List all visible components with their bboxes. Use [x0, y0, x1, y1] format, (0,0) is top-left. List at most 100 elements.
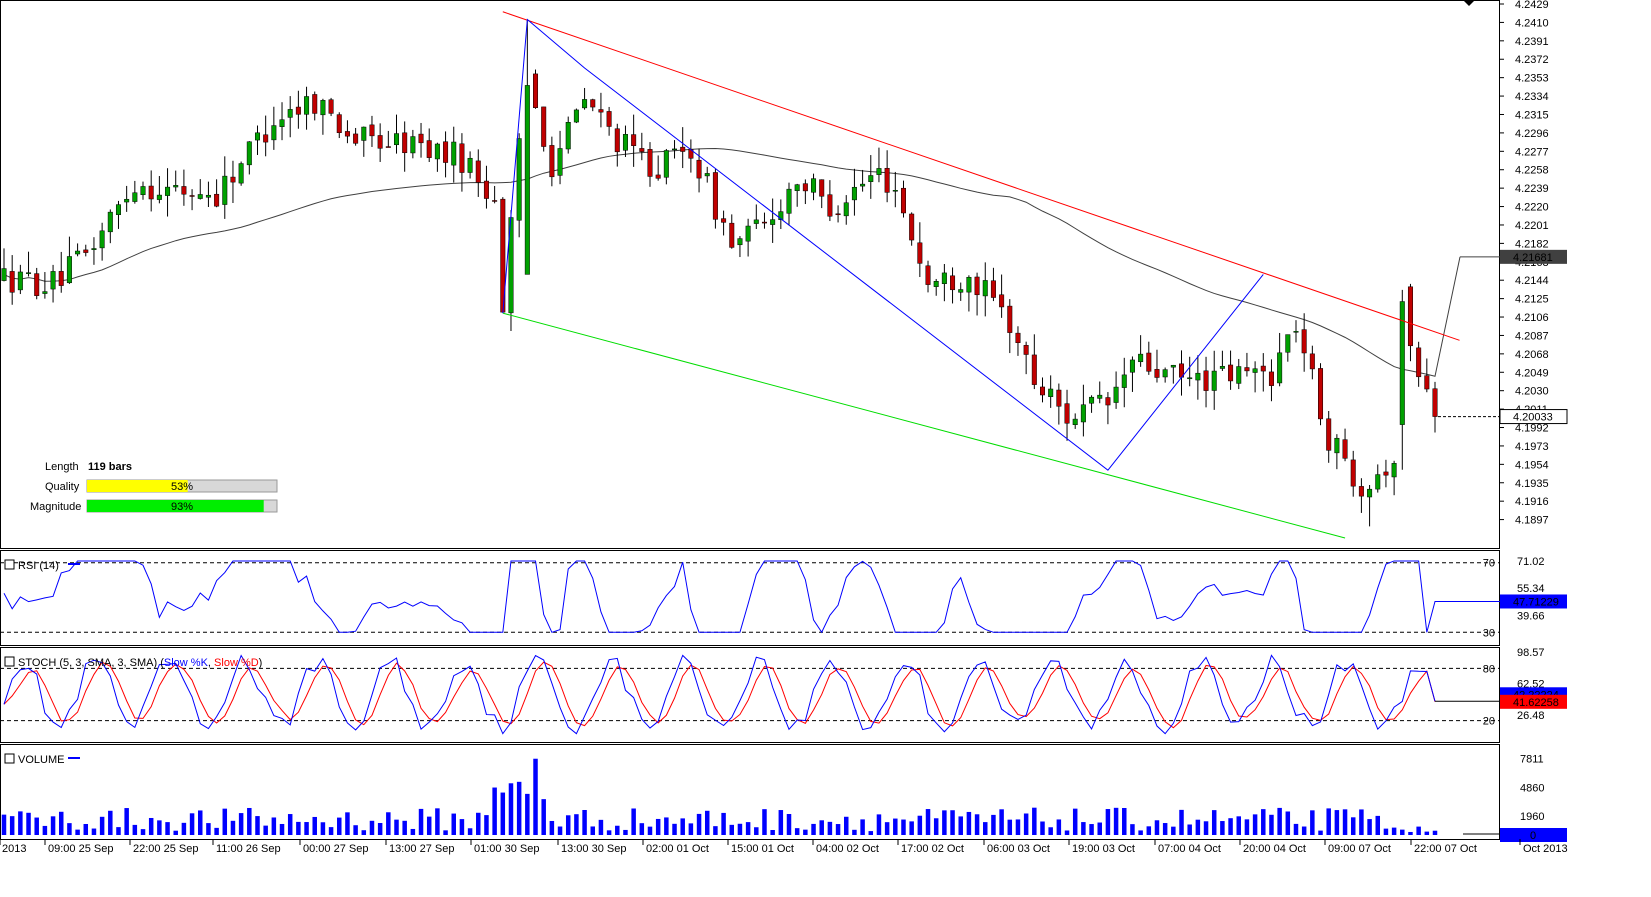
candle-body	[614, 128, 620, 153]
price-axis-label: 4.2106	[1515, 312, 1549, 324]
volume-bar	[1269, 814, 1274, 835]
stoch-close-box-icon	[4, 656, 15, 667]
volume-bar	[549, 820, 555, 835]
candle-body	[999, 294, 1005, 308]
last-price-box	[1499, 409, 1568, 425]
candle-body	[279, 119, 285, 127]
candle-body	[1080, 404, 1086, 423]
volume-bar	[508, 783, 514, 835]
candle-body	[58, 271, 64, 286]
price-axis-label: 4.2391	[1515, 36, 1549, 48]
candle-body	[1228, 364, 1234, 382]
volume-bar	[958, 816, 963, 835]
candle-body	[843, 202, 849, 217]
moving-average-line	[3, 147, 1461, 377]
volume-title: VOLUME	[18, 754, 64, 766]
volume-bar	[410, 828, 416, 835]
volume-bar	[925, 809, 931, 835]
candle-body	[1334, 437, 1340, 454]
candle-body	[582, 99, 588, 109]
candle-body	[1072, 418, 1078, 425]
candle-body	[165, 186, 171, 196]
volume-bar	[157, 820, 162, 835]
candle-body	[1146, 352, 1152, 372]
time-axis-label: 22:00 25 Sep	[133, 843, 198, 855]
stoch-d-value-box	[1500, 694, 1567, 709]
volume-bar	[884, 822, 890, 835]
candle-body	[533, 73, 539, 108]
time-axis-label: 15:00 01 Oct	[731, 843, 794, 855]
volume-value-box	[1500, 828, 1567, 842]
candle-body	[271, 125, 277, 141]
volume-bar	[1171, 826, 1176, 835]
candle-body	[1252, 368, 1258, 373]
candle-body	[696, 159, 702, 179]
candle-body	[75, 250, 81, 255]
candle-body	[835, 213, 841, 216]
volume-bar	[1130, 824, 1135, 835]
candle-body	[925, 265, 931, 285]
volume-bar	[1416, 826, 1421, 835]
volume-bar	[492, 787, 497, 835]
volume-bar	[148, 817, 154, 835]
candle-body	[655, 174, 661, 179]
candle-body	[1260, 365, 1266, 372]
time-axis-label: 09:00 07 Oct	[1328, 843, 1391, 855]
candle-body	[549, 145, 555, 178]
price-axis-label: 4.1916	[1515, 496, 1549, 508]
candle-body	[770, 219, 776, 225]
volume-bar	[1122, 807, 1127, 835]
volume-bar	[1113, 807, 1119, 835]
channel-upper-line	[502, 11, 1460, 341]
candle-body	[1391, 463, 1397, 478]
quality-value: 53%	[171, 481, 193, 493]
volume-bar	[1277, 807, 1282, 835]
volume-bar	[271, 817, 277, 835]
price-axis-label: 4.2372	[1515, 54, 1549, 66]
volume-bar	[1007, 819, 1013, 835]
price-axis-label: 4.2258	[1515, 165, 1549, 177]
volume-bar	[655, 818, 661, 835]
candle-body	[974, 276, 980, 296]
candle-body	[876, 168, 882, 175]
candle-body	[99, 230, 105, 249]
candle-body	[982, 280, 988, 297]
volume-bar	[451, 813, 456, 835]
candle-body	[1358, 486, 1364, 497]
volume-bar	[754, 827, 759, 835]
volume-bar	[680, 818, 685, 835]
price-axis-label: 4.2315	[1515, 109, 1549, 121]
volume-bar	[974, 814, 980, 835]
candle-body	[1187, 377, 1193, 380]
volume-bar	[950, 810, 955, 835]
candle-body	[1342, 439, 1348, 459]
volume-bar	[811, 823, 816, 835]
candle-body	[394, 133, 400, 146]
magnitude-value: 93%	[171, 501, 193, 513]
candle-body	[34, 273, 40, 296]
volume-bar	[516, 781, 522, 835]
volume-bar	[26, 812, 31, 835]
volume-bar	[1056, 819, 1062, 835]
volume-bar	[688, 823, 694, 835]
candle-body	[565, 122, 571, 150]
candle-body	[156, 194, 162, 200]
stoch-axis-label: 98.57	[1517, 647, 1545, 659]
candle-body	[426, 140, 432, 158]
volume-bar	[1097, 822, 1102, 835]
time-axis-label: 20:00 04 Oct	[1243, 843, 1306, 855]
rsi-axis-label: 71.02	[1517, 556, 1545, 568]
volume-bar	[835, 824, 841, 835]
pattern-info-box: Length 119 bars Quality 53% Magnitude 93%	[30, 461, 278, 513]
candle-body	[91, 248, 97, 250]
candle-body	[1129, 359, 1135, 373]
time-axis-label: 04:00 02 Oct	[816, 843, 879, 855]
volume-bar	[206, 823, 211, 835]
candle-body	[884, 167, 890, 193]
candle-body	[1268, 371, 1274, 386]
candle-body	[516, 138, 522, 221]
candle-body	[451, 141, 457, 166]
volume-bar	[484, 815, 489, 835]
candle-body	[222, 175, 228, 205]
volume-bars	[1, 758, 1438, 835]
